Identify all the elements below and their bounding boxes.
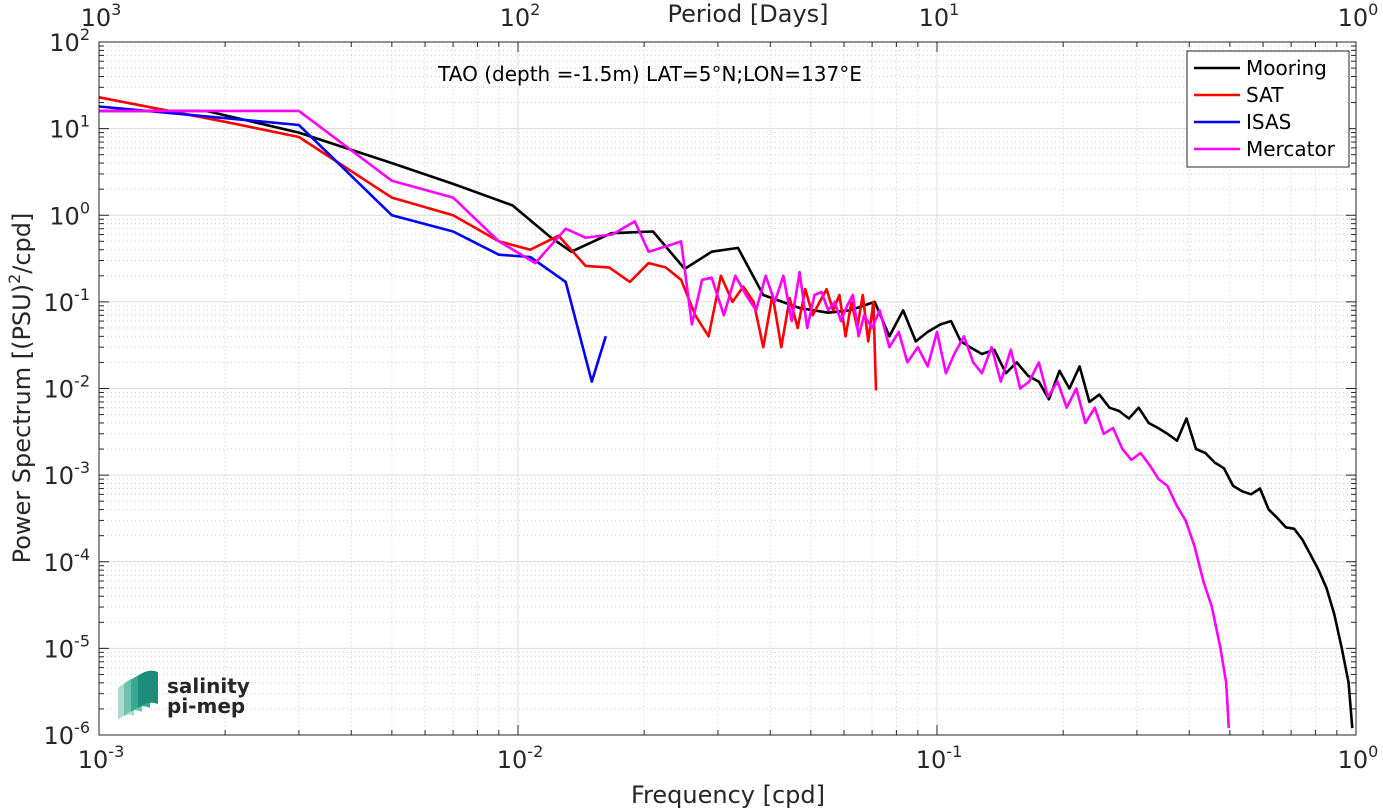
y-tick-label: 10-3 bbox=[44, 458, 91, 490]
salinity-pi-mep-logo: salinity pi-mep bbox=[118, 670, 250, 720]
x-tick-label: 10-3 bbox=[78, 742, 125, 774]
legend-label-mercator: Mercator bbox=[1246, 137, 1336, 161]
y-tick-label-exponent: -1 bbox=[74, 285, 90, 304]
y-tick-label-exponent: -5 bbox=[74, 631, 90, 650]
top-tick-label-base: 10 bbox=[81, 4, 112, 32]
x-tick-label-exponent: -3 bbox=[108, 742, 124, 761]
y-tick-label-base: 10 bbox=[44, 549, 75, 577]
x-tick-label: 100 bbox=[1338, 742, 1379, 774]
top-tick-label-base: 10 bbox=[1338, 4, 1369, 32]
y-tick-label-exponent: -6 bbox=[74, 718, 90, 737]
y-tick-label-base: 10 bbox=[44, 722, 75, 750]
y-tick-label: 10-1 bbox=[44, 285, 91, 317]
logo-waves-icon bbox=[118, 670, 158, 720]
top-axis-label: Period [Days] bbox=[667, 0, 828, 28]
series-line-isas bbox=[98, 105, 608, 383]
y-tick-label-base: 10 bbox=[44, 462, 75, 490]
x-axis-label: Frequency [cpd] bbox=[631, 781, 825, 809]
x-tick-label-exponent: -2 bbox=[527, 742, 543, 761]
y-tick-label-base: 10 bbox=[44, 376, 75, 404]
y-tick-label-base: 10 bbox=[49, 202, 80, 230]
series-layer bbox=[98, 96, 1354, 729]
top-tick-label: 103 bbox=[81, 0, 122, 32]
y-tick-label-base: 10 bbox=[49, 29, 80, 57]
top-tick-label-exponent: 1 bbox=[949, 0, 959, 19]
y-axis-label-tail: /cpd] bbox=[8, 213, 36, 274]
y-axis-label-main: Power Spectrum [(PSU) bbox=[8, 284, 36, 563]
y-tick-label: 101 bbox=[49, 112, 90, 144]
x-tick-label-exponent: -1 bbox=[946, 742, 962, 761]
top-tick-label-exponent: 2 bbox=[530, 0, 540, 19]
top-tick-label-exponent: 0 bbox=[1368, 0, 1378, 19]
x-tick-label-base: 10 bbox=[497, 746, 528, 774]
legend-label-sat: SAT bbox=[1246, 83, 1284, 107]
legend-box bbox=[1186, 50, 1350, 168]
top-tick-label: 102 bbox=[500, 0, 541, 32]
y-tick-label: 10-4 bbox=[44, 545, 91, 577]
x-tick-label: 10-1 bbox=[916, 742, 963, 774]
series-line-mercator bbox=[99, 109, 1231, 729]
y-tick-label-exponent: 1 bbox=[80, 112, 90, 131]
y-tick-label-exponent: -4 bbox=[74, 545, 90, 564]
y-tick-label-exponent: 2 bbox=[80, 25, 90, 44]
chart-title: TAO (depth =-1.5m) LAT=5°N;LON=137°E bbox=[437, 62, 862, 86]
x-tick-label: 10-2 bbox=[497, 742, 544, 774]
y-tick-label: 10-2 bbox=[44, 372, 91, 404]
top-tick-label: 101 bbox=[919, 0, 960, 32]
y-axis-label-superscript: 2 bbox=[5, 274, 24, 284]
series-line-sat bbox=[98, 96, 878, 391]
y-tick-label-exponent: -2 bbox=[74, 372, 90, 391]
y-tick-label-base: 10 bbox=[49, 116, 80, 144]
y-tick-label: 10-5 bbox=[44, 631, 91, 663]
logo-line-2: pi-mep bbox=[167, 694, 245, 718]
legend: Mooring SAT ISAS Mercator bbox=[1186, 50, 1350, 168]
top-tick-label-exponent: 3 bbox=[111, 0, 121, 19]
logo-line-1: salinity bbox=[167, 674, 250, 698]
grid-lines bbox=[99, 42, 1356, 735]
y-tick-label-base: 10 bbox=[44, 289, 75, 317]
x-tick-label-base: 10 bbox=[916, 746, 947, 774]
x-tick-label-base: 10 bbox=[1338, 746, 1369, 774]
series-line-mooring bbox=[99, 109, 1354, 729]
tick-marks bbox=[98, 42, 1356, 736]
y-tick-label-exponent: 0 bbox=[80, 198, 90, 217]
legend-label-mooring: Mooring bbox=[1246, 56, 1327, 80]
y-tick-label: 102 bbox=[49, 25, 90, 57]
y-tick-label: 100 bbox=[49, 198, 90, 230]
y-tick-label-base: 10 bbox=[44, 635, 75, 663]
x-tick-label-exponent: 0 bbox=[1368, 742, 1378, 761]
x-tick-label-base: 10 bbox=[78, 746, 109, 774]
top-tick-label-base: 10 bbox=[919, 4, 950, 32]
y-tick-label-exponent: -3 bbox=[74, 458, 90, 477]
y-axis-label: Power Spectrum [(PSU)2/cpd] bbox=[5, 213, 36, 564]
top-tick-label-base: 10 bbox=[500, 4, 531, 32]
legend-label-isas: ISAS bbox=[1246, 110, 1291, 134]
y-tick-label: 10-6 bbox=[44, 718, 91, 750]
top-tick-label: 100 bbox=[1338, 0, 1379, 32]
